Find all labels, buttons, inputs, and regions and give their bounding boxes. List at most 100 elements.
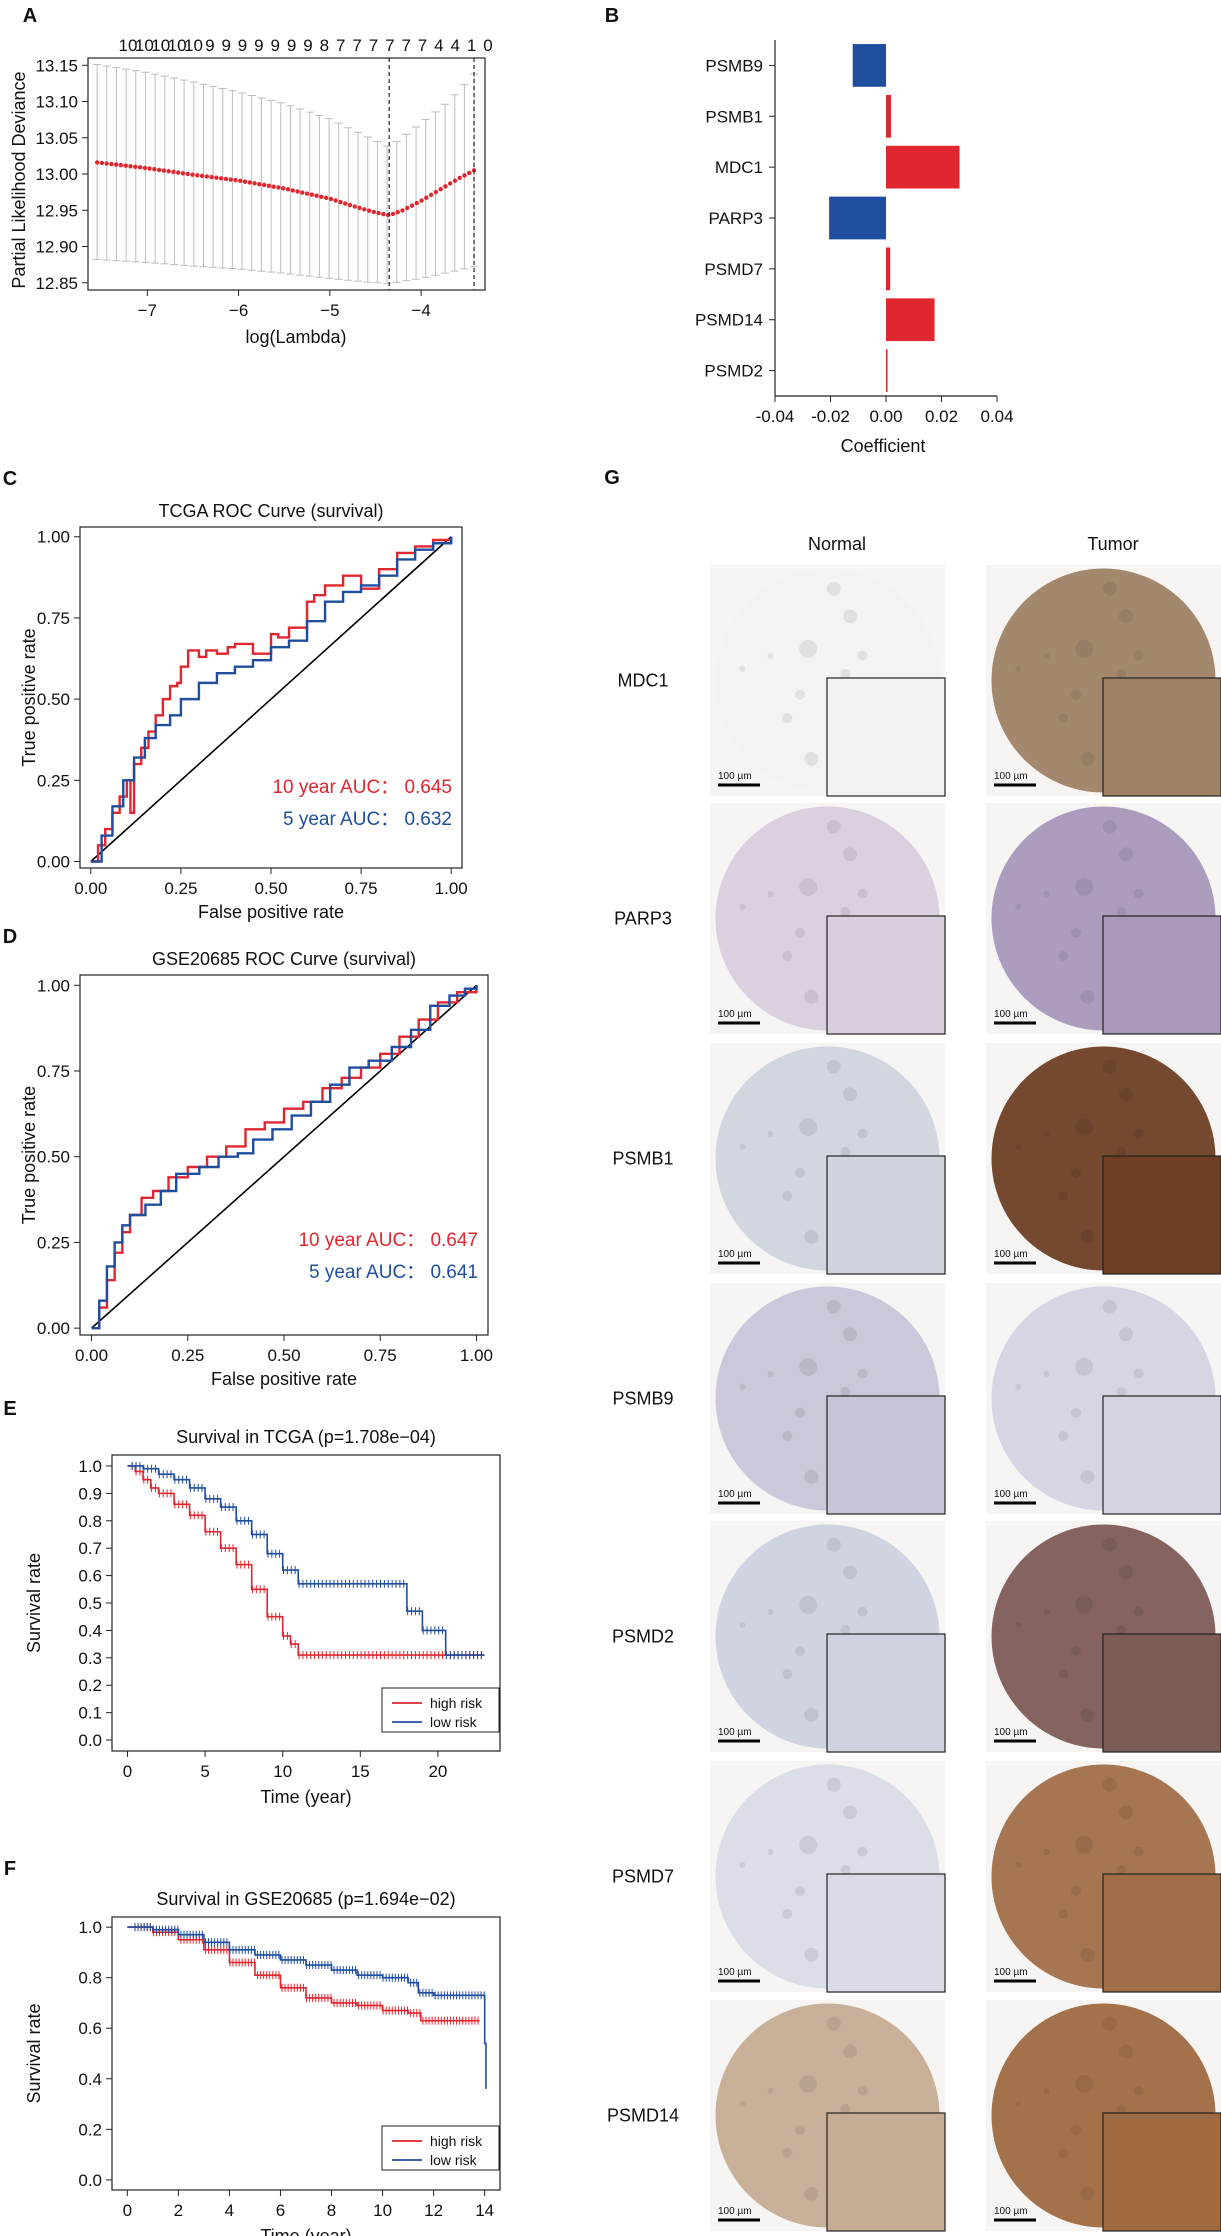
deviance-point <box>109 161 114 167</box>
y-tick-label: 0.50 <box>37 690 70 709</box>
tissue-texture <box>767 2088 774 2095</box>
tissue-texture <box>804 1229 819 1244</box>
top-label: 4 <box>451 36 460 55</box>
tissue-texture <box>857 2085 868 2096</box>
magnified-inset-normal <box>826 2112 946 2232</box>
x-tick-label: 5 <box>200 1762 209 1781</box>
x-tick-label: 10 <box>373 2201 392 2220</box>
tissue-texture <box>1058 2148 1069 2159</box>
x-tick-label: 0.75 <box>364 1346 397 1365</box>
y-tick-label: 0.0 <box>78 2171 102 2190</box>
tissue-texture <box>1133 650 1144 661</box>
tissue-texture <box>1058 951 1069 962</box>
tissue-texture <box>1080 1229 1095 1244</box>
deviance-point <box>276 185 281 190</box>
coef-bar <box>886 94 891 138</box>
y-tick-label: 1.0 <box>78 1457 102 1476</box>
tissue-texture <box>1133 1606 1144 1617</box>
deviance-point <box>228 177 233 182</box>
scale-bar-label: 100 µm <box>994 2206 1028 2217</box>
y-tick-label: 0.00 <box>37 853 70 872</box>
deviance-point <box>443 184 448 189</box>
tissue-texture <box>857 1128 868 1139</box>
y-axis-label: Partial Likelihood Deviance <box>9 71 29 288</box>
diagonal-reference <box>91 984 477 1329</box>
x-tick-label: −5 <box>320 301 339 320</box>
tissue-texture <box>1133 1846 1144 1857</box>
deviance-point <box>156 167 162 173</box>
tissue-texture <box>1043 2088 1050 2095</box>
tissue-texture <box>826 1059 841 1074</box>
gene-row-label: MDC1 <box>617 671 668 691</box>
deviance-point <box>314 193 319 198</box>
gene-label: PARP3 <box>709 209 764 228</box>
deviance-point <box>190 172 195 177</box>
tissue-texture <box>1116 2104 1127 2115</box>
tissue-texture <box>739 665 746 672</box>
magnified-inset-normal <box>826 677 946 797</box>
x-axis-label: Time (year) <box>260 2226 351 2236</box>
x-tick-label: 0 <box>123 1762 132 1781</box>
tissue-texture <box>1075 639 1094 658</box>
coef-bar <box>829 196 886 240</box>
tissue-texture <box>1071 927 1082 938</box>
magnified-inset-tumor <box>1102 2112 1221 2232</box>
gene-row-label: PSMB1 <box>612 1149 673 1169</box>
deviance-point <box>171 169 176 175</box>
tissue-texture <box>1015 1383 1022 1390</box>
deviance-point <box>118 162 124 168</box>
coef-bar <box>886 349 888 392</box>
tissue-texture <box>1116 1865 1127 1876</box>
tissue-texture <box>799 1357 818 1376</box>
gene-row-label: PARP3 <box>614 909 672 929</box>
magnified-inset-tumor <box>1102 915 1221 1035</box>
deviance-point <box>452 178 458 183</box>
top-label: 9 <box>303 36 312 55</box>
chart-title: Survival in TCGA (p=1.708e−04) <box>176 1427 436 1447</box>
tissue-texture <box>739 903 746 910</box>
coef-bar <box>852 44 886 87</box>
deviance-point <box>333 198 338 203</box>
deviance-point <box>319 194 324 199</box>
top-label: 10 <box>119 36 138 55</box>
top-label: 10 <box>151 36 170 55</box>
top-label: 7 <box>336 36 345 55</box>
y-tick-label: 13.05 <box>35 129 78 148</box>
tissue-texture <box>840 2104 851 2115</box>
deviance-point <box>94 160 100 165</box>
panel-label-a: A <box>23 5 37 27</box>
tissue-texture <box>826 819 841 834</box>
y-tick-label: 12.85 <box>35 274 78 293</box>
tissue-texture <box>826 2016 841 2031</box>
tissue-texture <box>804 751 819 766</box>
deviance-point <box>242 179 248 184</box>
tissue-texture <box>840 669 851 680</box>
tissue-texture <box>799 1117 818 1136</box>
tissue-texture <box>799 1595 818 1614</box>
deviance-point <box>433 189 439 195</box>
tissue-texture <box>857 888 868 899</box>
tissue-texture <box>1043 1371 1050 1378</box>
deviance-point <box>467 170 472 176</box>
top-label: 7 <box>401 36 410 55</box>
auc-annotation: 5 year AUC： 0.632 <box>283 809 452 830</box>
tissue-texture <box>739 1143 746 1150</box>
magnified-inset-normal <box>826 1633 946 1753</box>
panel-label-g: G <box>604 467 620 489</box>
tissue-texture <box>1116 669 1127 680</box>
km-curve-low-risk <box>127 1926 487 2089</box>
scale-bar-label: 100 µm <box>718 1249 752 1260</box>
coef-bar <box>886 298 935 342</box>
tissue-texture <box>1043 1131 1050 1138</box>
deviance-point <box>366 208 372 213</box>
x-tick-label: 0.25 <box>164 879 197 898</box>
tissue-texture <box>1133 2085 1144 2096</box>
tissue-texture <box>795 2124 806 2135</box>
panel-label-d: D <box>3 926 17 948</box>
coef-bar <box>886 247 891 291</box>
tissue-texture <box>857 1606 868 1617</box>
x-tick-label: −6 <box>229 301 248 320</box>
tissue-texture <box>1102 581 1117 596</box>
y-axis-label: True positive rate <box>19 628 39 766</box>
tissue-texture <box>739 1383 746 1390</box>
